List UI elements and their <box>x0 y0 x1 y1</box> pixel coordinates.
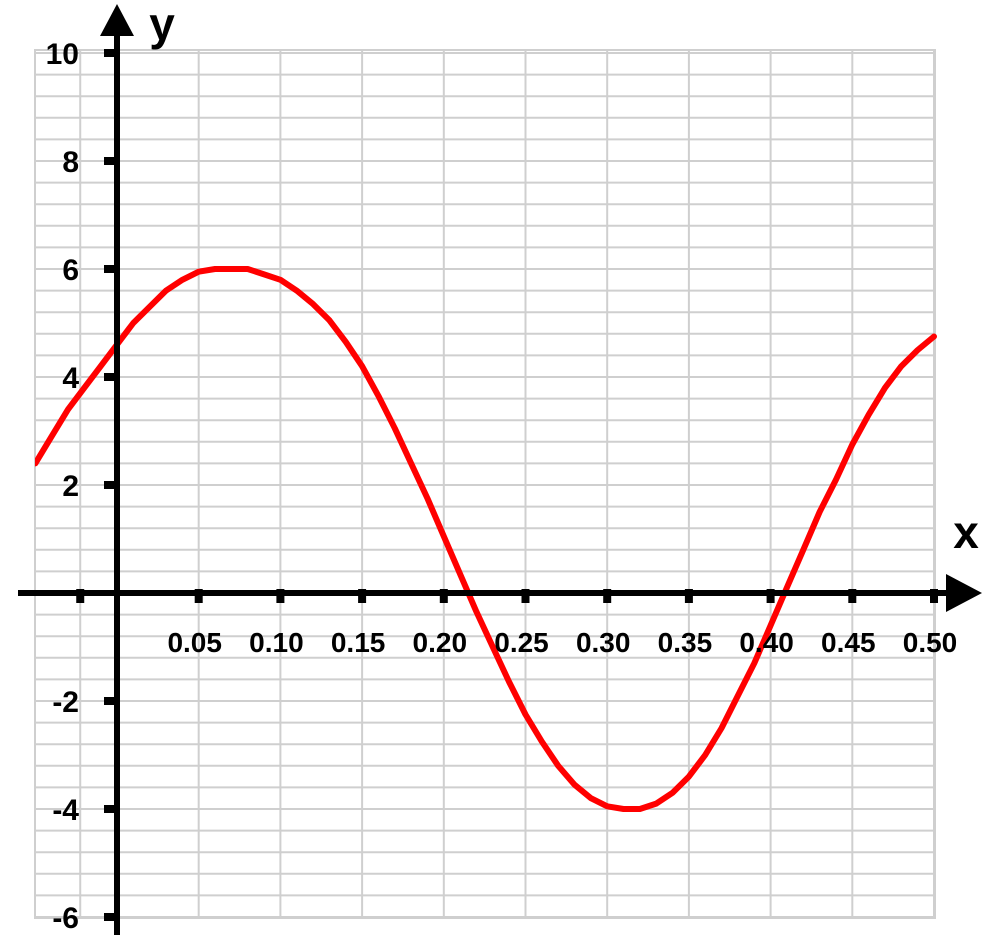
x-tick-mark <box>276 589 285 603</box>
x-tick-mark <box>766 589 775 603</box>
x-tick-mark <box>848 589 857 603</box>
x-tick-label: 0.05 <box>167 627 222 658</box>
y-axis-arrow <box>100 4 134 36</box>
y-tick-label: 8 <box>62 146 79 179</box>
y-tick-mark <box>104 265 116 273</box>
x-tick-mark <box>603 589 612 603</box>
series-line-0 <box>35 266 937 812</box>
x-tick-label: 0.15 <box>331 627 386 658</box>
y-tick-label: -4 <box>52 794 79 827</box>
x-tick-mark <box>76 589 85 603</box>
y-tick-label: 6 <box>62 254 79 287</box>
x-tick-mark <box>521 589 530 603</box>
x-tick-label: 0.40 <box>739 627 794 658</box>
y-tick-mark <box>104 481 116 489</box>
x-tick-label: 0.35 <box>658 627 713 658</box>
y-tick-mark <box>104 157 116 165</box>
y-axis-label: y <box>149 0 175 50</box>
x-axis-label: x <box>953 506 979 558</box>
y-tick-mark <box>104 697 116 705</box>
y-tick-label: 10 <box>46 38 79 71</box>
x-tick-label: 0.20 <box>413 627 468 658</box>
axes <box>18 4 982 935</box>
x-tick-label: 0.30 <box>576 627 631 658</box>
y-tick-label: -2 <box>52 686 79 719</box>
x-tick-label: 0.45 <box>821 627 876 658</box>
x-tick-mark <box>684 589 693 603</box>
x-tick-label: 0.50 <box>903 627 958 658</box>
y-tick-label: -6 <box>52 902 79 935</box>
tick-labels: 0.05 0.10 0.15 0.20 0.25 0.30 0.35 0.40 0.45 0.50… <box>46 38 958 935</box>
x-tick-mark <box>194 589 203 603</box>
y-tick-mark <box>104 373 116 381</box>
x-tick-mark <box>930 589 938 603</box>
y-tick-mark <box>104 49 116 57</box>
x-tick-label: 0.25 <box>494 627 549 658</box>
x-axis-arrow <box>946 574 982 612</box>
y-tick-mark <box>104 805 116 813</box>
grid-border <box>34 49 936 919</box>
series-layer <box>35 266 937 812</box>
grid <box>34 49 936 919</box>
y-tick-mark <box>104 913 116 921</box>
x-tick-mark <box>358 589 367 603</box>
x-tick-mark <box>439 589 448 603</box>
y-tick-label: 2 <box>62 470 79 503</box>
y-tick-label: 4 <box>62 362 79 395</box>
x-tick-label: 0.10 <box>249 627 304 658</box>
